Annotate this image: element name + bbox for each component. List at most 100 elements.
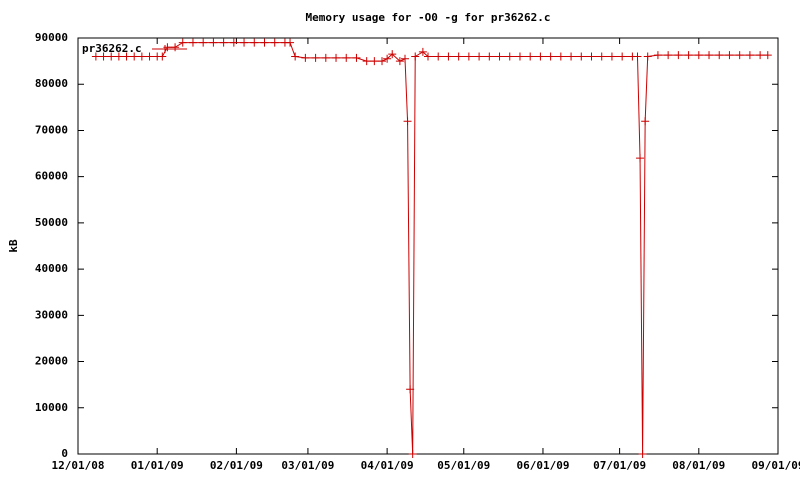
point-marker (444, 52, 453, 61)
point-marker (454, 52, 463, 61)
point-marker (515, 52, 524, 61)
point-marker (406, 385, 415, 394)
point-marker (763, 51, 772, 60)
y-tick-label: 30000 (35, 308, 68, 321)
point-marker (370, 57, 379, 66)
point-marker (342, 53, 351, 62)
point-marker (633, 52, 642, 61)
y-tick-label: 70000 (35, 123, 68, 136)
point-marker (607, 52, 616, 61)
x-tick-label: 07/01/09 (593, 459, 646, 472)
legend-label: pr36262.c (82, 42, 142, 55)
y-tick-label: 90000 (35, 31, 68, 44)
point-marker (653, 51, 662, 60)
x-tick-label: 04/01/09 (361, 459, 414, 472)
point-marker (286, 38, 295, 47)
point-marker (178, 38, 187, 47)
point-marker (395, 57, 404, 66)
point-marker (137, 52, 146, 61)
y-tick-label: 80000 (35, 77, 68, 90)
point-marker (636, 154, 645, 163)
point-marker (705, 51, 714, 60)
x-tick-label: 12/01/08 (52, 459, 105, 472)
point-marker (301, 53, 310, 62)
point-marker (674, 51, 683, 60)
point-marker (250, 38, 259, 47)
point-marker (383, 54, 392, 63)
point-marker (270, 38, 279, 47)
series-line (95, 42, 768, 455)
point-marker (475, 52, 484, 61)
point-marker (188, 38, 197, 47)
point-marker (114, 52, 123, 61)
x-tick-label: 08/01/09 (672, 459, 725, 472)
point-marker (311, 53, 320, 62)
point-marker (171, 43, 180, 52)
point-marker (638, 450, 647, 458)
point-marker (260, 38, 269, 47)
point-marker (643, 52, 652, 61)
point-marker (485, 52, 494, 61)
x-tick-label: 09/01/09 (752, 459, 800, 472)
point-marker (641, 117, 650, 126)
point-marker (745, 51, 754, 60)
point-marker (91, 52, 100, 61)
point-marker (99, 52, 108, 61)
point-marker (735, 51, 744, 60)
point-marker (597, 52, 606, 61)
point-marker (411, 52, 420, 61)
point-marker (618, 52, 627, 61)
point-marker (756, 51, 765, 60)
point-marker (352, 53, 361, 62)
point-marker (199, 38, 208, 47)
point-marker (526, 52, 535, 61)
point-marker (725, 51, 734, 60)
point-marker (130, 52, 139, 61)
point-marker (495, 52, 504, 61)
point-marker (567, 52, 576, 61)
x-tick-label: 06/01/09 (516, 459, 569, 472)
legend-swatch (152, 45, 187, 53)
point-marker (546, 52, 555, 61)
point-marker (587, 52, 596, 61)
point-marker (434, 52, 443, 61)
point-marker (694, 51, 703, 60)
point-marker (505, 52, 514, 61)
point-marker (321, 53, 330, 62)
y-axis-label: kB (7, 239, 20, 253)
point-marker (715, 51, 724, 60)
point-marker (408, 450, 417, 458)
chart-title: Memory usage for -O0 -g for pr36262.c (305, 11, 550, 24)
point-marker (291, 52, 300, 61)
point-marker (556, 52, 565, 61)
y-tick-label: 0 (61, 447, 68, 460)
point-marker (401, 54, 410, 63)
point-marker (684, 51, 693, 60)
point-marker (536, 52, 545, 61)
y-tick-label: 60000 (35, 170, 68, 183)
point-marker (424, 52, 432, 61)
point-marker (418, 47, 427, 56)
point-marker (362, 57, 371, 66)
point-marker (464, 52, 473, 61)
point-marker (332, 53, 341, 62)
x-tick-label: 02/01/09 (210, 459, 263, 472)
point-marker (664, 51, 673, 60)
point-marker (158, 52, 167, 61)
point-marker (107, 52, 116, 61)
point-marker (219, 38, 228, 47)
point-marker (378, 57, 387, 66)
point-marker (388, 50, 397, 59)
point-marker (145, 52, 154, 61)
point-marker (209, 38, 218, 47)
point-marker (229, 38, 238, 47)
y-tick-label: 50000 (35, 216, 68, 229)
plot-border (77, 37, 779, 455)
point-marker (240, 38, 249, 47)
point-marker (577, 52, 586, 61)
y-tick-label: 40000 (35, 262, 68, 275)
x-tick-label: 01/01/09 (131, 459, 184, 472)
point-marker (122, 52, 131, 61)
